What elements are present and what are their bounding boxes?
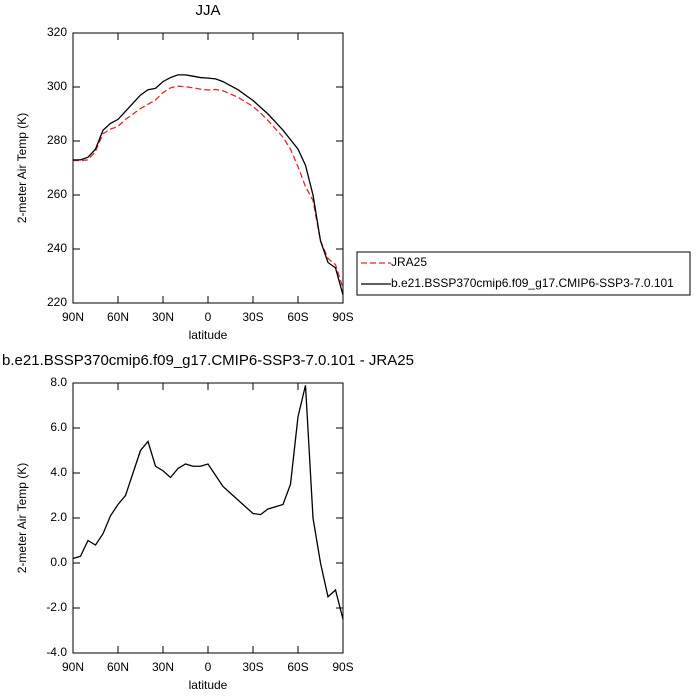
y-tick-label: 2.0 [50, 510, 67, 524]
y-tick-label: 320 [47, 25, 67, 39]
y-tick-label: 220 [47, 295, 67, 309]
y-tick-label: -4.0 [46, 645, 67, 659]
y-tick-label: 8.0 [50, 375, 67, 389]
y-axis-label: 2-meter Air Temp (K) [15, 463, 29, 573]
y-tick-label: 240 [47, 241, 67, 255]
y-tick-label: 0.0 [50, 555, 67, 569]
y-tick-label: 300 [47, 79, 67, 93]
legend-label: JRA25 [391, 255, 427, 269]
x-tick-label: 60N [107, 310, 129, 324]
x-tick-label: 90N [62, 660, 84, 674]
chart-title: b.e21.BSSP370cmip6.f09_g17.CMIP6-SSP3-7.… [2, 352, 414, 369]
x-tick-label: 60S [287, 310, 308, 324]
x-tick-label: 90S [332, 660, 353, 674]
data-line [72, 85, 344, 289]
chart-title: JJA [195, 2, 220, 19]
x-axis-label: latitude [189, 678, 228, 692]
x-tick-label: 90N [62, 310, 84, 324]
x-tick-label: 60N [107, 660, 129, 674]
y-tick-label: 4.0 [50, 465, 67, 479]
y-tick-label: 6.0 [50, 420, 67, 434]
x-tick-label: 0 [205, 660, 212, 674]
x-tick-label: 30N [152, 660, 174, 674]
y-tick-label: 280 [47, 133, 67, 147]
plot-frame [72, 382, 344, 654]
y-tick-label: -2.0 [46, 600, 67, 614]
x-tick-label: 30S [242, 660, 263, 674]
y-axis-label: 2-meter Air Temp (K) [15, 113, 29, 223]
x-tick-label: 0 [205, 310, 212, 324]
data-line [72, 385, 344, 620]
legend-label: b.e21.BSSP370cmip6.f09_g17.CMIP6-SSP3-7.… [391, 276, 674, 290]
x-tick-label: 30N [152, 310, 174, 324]
data-line [73, 74, 344, 296]
legend-box [356, 251, 691, 296]
x-axis-label: latitude [189, 328, 228, 342]
x-tick-label: 90S [332, 310, 353, 324]
plot-frame [72, 32, 344, 304]
x-tick-label: 60S [287, 660, 308, 674]
y-tick-label: 260 [47, 187, 67, 201]
x-tick-label: 30S [242, 310, 263, 324]
legend: JRA25 b.e21.BSSP370cmip6.f09_g17.CMIP6-SS… [356, 251, 691, 296]
